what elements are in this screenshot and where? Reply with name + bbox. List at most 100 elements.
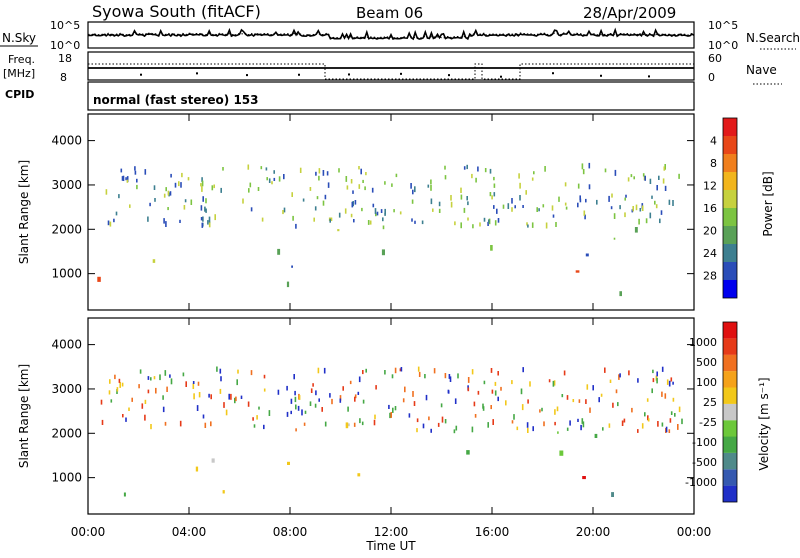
data-cell <box>147 389 150 394</box>
colorbar-segment <box>723 280 737 298</box>
data-cell <box>253 424 256 428</box>
data-cell <box>522 367 524 373</box>
data-cell <box>572 399 575 403</box>
data-cell <box>109 221 112 227</box>
data-cell <box>467 387 470 392</box>
data-cell <box>483 217 486 222</box>
data-cell <box>491 389 494 394</box>
data-cell <box>384 212 386 216</box>
data-cell <box>315 171 317 176</box>
data-cell <box>131 397 133 402</box>
data-cell <box>299 167 302 173</box>
data-cell <box>167 190 170 196</box>
data-cell <box>619 291 622 297</box>
data-cell <box>473 401 476 407</box>
nave-tick-bottom: 0 <box>708 71 715 84</box>
data-cell <box>263 374 266 379</box>
data-cell <box>357 391 360 395</box>
nave-marker <box>196 72 198 75</box>
data-cell <box>624 197 626 201</box>
data-cell <box>225 409 228 416</box>
data-cell <box>416 428 418 433</box>
data-cell <box>192 381 195 384</box>
data-cell <box>670 411 673 415</box>
freq-panel: Freq. [MHz] 18 8 60 0 Nave <box>3 51 782 85</box>
nsky-tick-bottom: 10^0 <box>50 39 80 52</box>
data-cell <box>376 211 379 216</box>
data-cell <box>109 379 111 384</box>
data-cell <box>204 206 206 212</box>
velocity-colorbar: 1000 500 100 25 -25 -100 -500 -1000 <box>685 321 738 503</box>
data-cell <box>290 410 292 415</box>
data-cell <box>374 414 376 420</box>
data-cell <box>295 223 297 229</box>
data-cell <box>437 422 440 427</box>
data-cell <box>585 399 587 404</box>
data-cell <box>122 175 125 181</box>
nave-tick-top: 60 <box>708 52 722 65</box>
data-cell <box>365 368 367 373</box>
data-cell <box>619 205 621 210</box>
data-cell <box>588 184 591 190</box>
data-cell <box>195 466 199 472</box>
data-cell <box>511 207 513 212</box>
colorbar-segment <box>723 154 737 172</box>
data-cell <box>357 473 361 477</box>
data-cell <box>577 183 580 189</box>
data-cell <box>564 202 567 206</box>
data-cell <box>144 169 147 175</box>
data-cell <box>663 166 666 171</box>
data-cell <box>150 377 152 381</box>
time-tick-label: 00:00 <box>677 525 712 539</box>
data-cell <box>266 177 268 181</box>
data-cell <box>526 422 529 428</box>
data-cell <box>427 184 430 188</box>
colorbar-tick-label: -100 <box>692 436 717 449</box>
data-cell <box>196 405 199 411</box>
data-cell <box>441 416 444 423</box>
data-cell <box>329 218 331 223</box>
data-cell <box>412 189 414 195</box>
station-title: Syowa South (fitACF) <box>92 2 261 21</box>
data-cell <box>318 168 321 174</box>
data-cell <box>315 390 317 396</box>
data-cell <box>364 186 366 191</box>
data-cell <box>273 170 275 174</box>
data-cell <box>235 396 237 402</box>
data-cell <box>247 401 250 407</box>
data-cell <box>608 423 611 428</box>
y-tick-label: 3000 <box>51 382 82 396</box>
nave-marker <box>600 74 602 77</box>
data-cell <box>430 185 432 191</box>
data-cell <box>418 371 421 377</box>
data-cell <box>164 370 167 376</box>
data-cell <box>652 369 654 374</box>
data-cell <box>314 403 317 408</box>
data-cell <box>658 175 660 180</box>
data-cell <box>450 201 453 208</box>
data-cell <box>261 217 264 222</box>
data-cell <box>579 195 581 201</box>
data-cell <box>541 407 543 412</box>
data-cell <box>141 403 144 409</box>
data-cell <box>359 418 361 424</box>
data-cell <box>200 205 203 211</box>
data-cell <box>350 179 353 184</box>
velocity-colorbar-label: Velocity [m s⁻¹] <box>757 377 771 470</box>
data-cell <box>674 413 676 417</box>
data-cell <box>652 378 655 383</box>
colorbar-segment <box>723 322 737 339</box>
data-cell <box>394 367 397 374</box>
time-tick-labels: 00:00 04:00 08:00 12:00 16:00 20:00 00:00 <box>71 525 712 539</box>
data-cell <box>556 406 559 412</box>
data-cell <box>581 418 584 424</box>
data-cell <box>367 220 370 225</box>
data-cell <box>412 391 414 397</box>
freq-tick-top: 18 <box>58 52 72 65</box>
data-cell <box>489 168 492 174</box>
data-cell <box>298 395 301 400</box>
data-cell <box>661 391 663 397</box>
colorbar-segment <box>723 190 737 208</box>
data-cell <box>493 176 495 181</box>
data-cell <box>153 185 156 190</box>
